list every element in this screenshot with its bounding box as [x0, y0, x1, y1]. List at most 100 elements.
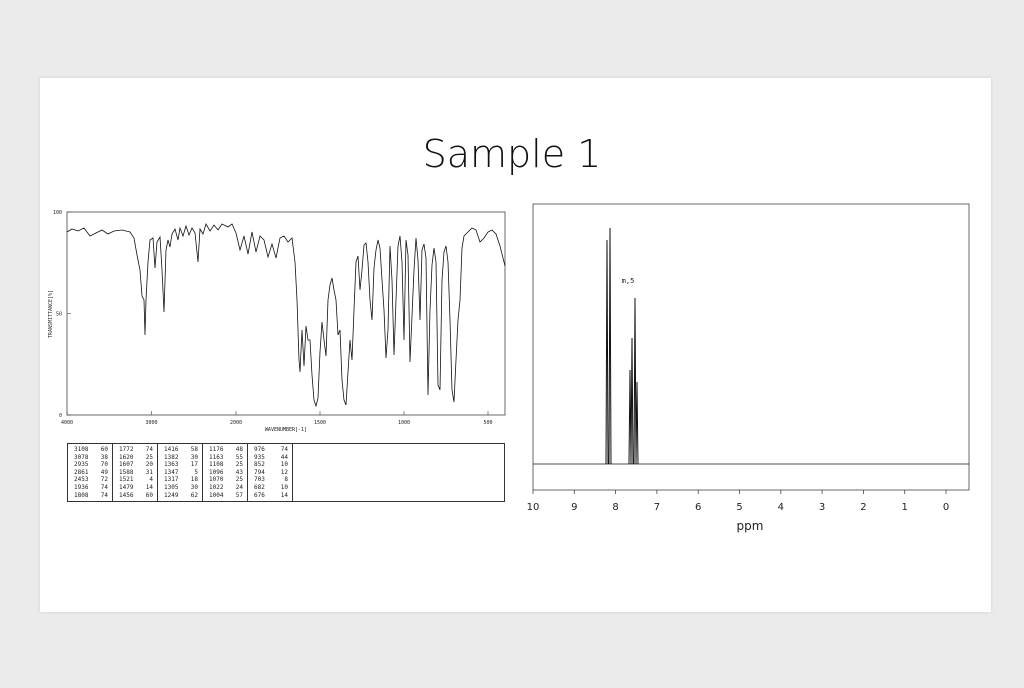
- peak-row: 2861 49: [74, 469, 108, 477]
- ir-x-label: WAVENUMBER[-1]: [265, 427, 307, 433]
- peak-row: 935 44: [254, 454, 288, 462]
- transmittance: 70: [100, 461, 108, 469]
- peak-row: 1772 74: [119, 446, 153, 454]
- peak-row: 1416 58: [164, 446, 198, 454]
- nmr-annotation: m,5: [622, 277, 635, 285]
- peak-row: 1022 24: [209, 484, 243, 492]
- slide: [40, 78, 991, 612]
- peak-row: 2935 70: [74, 461, 108, 469]
- transmittance: 30: [190, 483, 198, 491]
- wavenumber: 1022: [209, 483, 224, 491]
- peak-row: 1004 57: [209, 492, 243, 500]
- transmittance: 74: [145, 446, 153, 453]
- transmittance: 58: [190, 446, 198, 453]
- wavenumber: 1416: [164, 446, 179, 453]
- ir-curve: [66, 222, 506, 408]
- transmittance: 18: [190, 476, 198, 484]
- peak-row: 1249 62: [164, 492, 198, 500]
- transmittance: 74: [280, 446, 288, 453]
- nmr-x-tick-label: 6: [695, 502, 701, 513]
- transmittance: 25: [235, 461, 243, 469]
- transmittance: 24: [235, 483, 243, 491]
- wavenumber: 1317: [164, 476, 179, 484]
- peak-row: 1363 17: [164, 461, 198, 469]
- nmr-x-tick-label: 5: [736, 502, 742, 513]
- nmr-x-label: ppm: [737, 519, 764, 533]
- peak-row: 703 8: [254, 476, 288, 484]
- peak-row: 1305 30: [164, 484, 198, 492]
- wavenumber: 2935: [74, 461, 89, 469]
- transmittance: 5: [194, 468, 198, 476]
- transmittance: 57: [235, 491, 243, 499]
- wavenumber: 1588: [119, 468, 134, 476]
- nmr-x-tick-label: 2: [860, 502, 866, 513]
- wavenumber: 1176: [209, 446, 224, 453]
- transmittance: 8: [284, 476, 288, 484]
- nmr-frame: [532, 203, 970, 491]
- ir-y-tick-label: 0: [59, 413, 62, 419]
- peak-row: 852 10: [254, 461, 288, 469]
- transmittance: 25: [235, 476, 243, 484]
- peak-row: 676 14: [254, 492, 288, 500]
- ir-frame: [66, 211, 506, 416]
- peak-table: 3108 60 3078 38 2935 70 2861 49 2453 72 1936 74 1808…: [67, 443, 505, 502]
- wavenumber: 703: [254, 476, 265, 484]
- peak-column: 976 74 935 44 852 10 794 12 703 8 682 10 676 14: [248, 444, 293, 501]
- peak-row: 1347 5: [164, 469, 198, 477]
- wavenumber: 1521: [119, 476, 134, 484]
- ir-x-tick-label: 2000: [230, 420, 242, 426]
- peak-row: 1382 30: [164, 454, 198, 462]
- wavenumber: 1936: [74, 483, 89, 491]
- peak-row: 1588 31: [119, 469, 153, 477]
- peak-column: 1772 74 1620 25 1607 20 1588 31 1521 4 1479 14 1456 6…: [113, 444, 158, 501]
- peak-column: 1416 58 1382 30 1363 17 1347 5 1317 18 1305 30 1249 6…: [158, 444, 203, 501]
- transmittance: 30: [190, 453, 198, 461]
- transmittance: 31: [145, 468, 153, 476]
- peak-row: 1070 25: [209, 476, 243, 484]
- transmittance: 17: [190, 461, 198, 469]
- transmittance: 38: [100, 453, 108, 461]
- peak-row: 2453 72: [74, 476, 108, 484]
- peak-row: 1456 60: [119, 492, 153, 500]
- transmittance: 55: [235, 453, 243, 461]
- peak-row: 3108 60: [74, 446, 108, 454]
- nmr-peaks: [605, 227, 639, 465]
- transmittance: 25: [145, 453, 153, 461]
- wavenumber: 1070: [209, 476, 224, 484]
- wavenumber: 935: [254, 453, 265, 461]
- transmittance: 43: [235, 468, 243, 476]
- nmr-x-tick-label: 3: [819, 502, 825, 513]
- wavenumber: 976: [254, 446, 265, 453]
- wavenumber: 794: [254, 468, 265, 476]
- slide-title: Sample 1: [422, 132, 602, 176]
- transmittance: 10: [280, 483, 288, 491]
- nmr-x-tick-label: 1: [902, 502, 908, 513]
- wavenumber: 1620: [119, 453, 134, 461]
- wavenumber: 3108: [74, 446, 89, 453]
- peak-row: 794 12: [254, 469, 288, 477]
- transmittance: 48: [235, 446, 243, 453]
- peak-row: 1521 4: [119, 476, 153, 484]
- wavenumber: 1382: [164, 453, 179, 461]
- transmittance: 14: [280, 491, 288, 499]
- wavenumber: 1108: [209, 461, 224, 469]
- peak-row: 1108 25: [209, 461, 243, 469]
- peak-row: 1808 74: [74, 492, 108, 500]
- wavenumber: 1479: [119, 483, 134, 491]
- ir-y-tick-label: 100: [53, 210, 62, 216]
- peak-row: 682 10: [254, 484, 288, 492]
- peak-row: 1176 48: [209, 446, 243, 454]
- wavenumber: 1305: [164, 483, 179, 491]
- transmittance: 72: [100, 476, 108, 484]
- transmittance: 74: [100, 491, 108, 499]
- wavenumber: 1004: [209, 491, 224, 499]
- wavenumber: 1607: [119, 461, 134, 469]
- ir-x-tick-label: 4000: [61, 420, 73, 426]
- nmr-x-tick-label: 4: [778, 502, 784, 513]
- transmittance: 10: [280, 461, 288, 469]
- wavenumber: 1347: [164, 468, 179, 476]
- peak-row: 1620 25: [119, 454, 153, 462]
- ir-y-tick-label: 50: [56, 312, 62, 318]
- ir-x-tick-label: 3000: [145, 420, 157, 426]
